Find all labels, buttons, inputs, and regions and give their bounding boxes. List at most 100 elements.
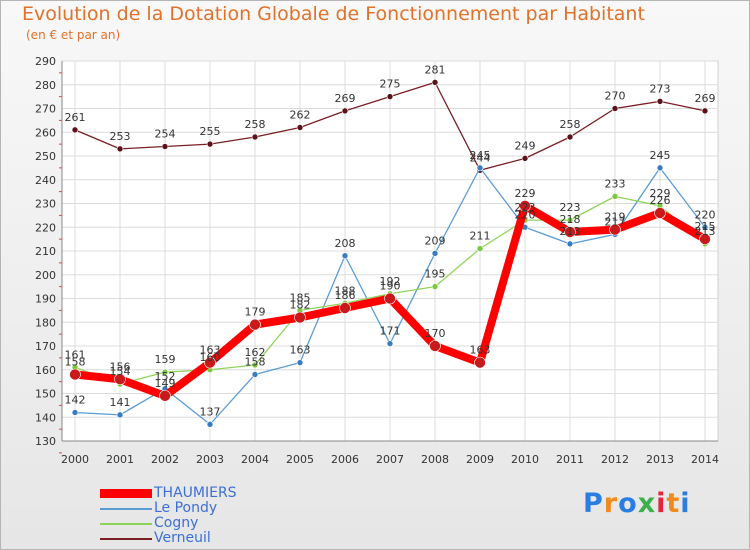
data-label-thaumiers: 190 xyxy=(380,280,401,293)
data-point-thaumiers xyxy=(339,302,351,314)
data-point-verneuil xyxy=(521,155,529,162)
data-label-verneuil: 262 xyxy=(290,109,311,122)
data-point-thaumiers xyxy=(609,223,621,236)
data-label-verneuil: 244 xyxy=(470,151,491,164)
data-point-thaumiers xyxy=(69,368,81,381)
proxiti-logo: Proxiti xyxy=(583,488,691,519)
logo-letter: t xyxy=(666,488,681,519)
axis-layer: 130 140 150 160 170 180 190 200 210 220 230 240 250 2… xyxy=(35,55,719,466)
data-label-verneuil: 258 xyxy=(560,118,581,131)
x-tick-label: 2004 xyxy=(241,453,269,466)
data-label-cogny: 233 xyxy=(605,177,626,190)
data-point-thaumiers xyxy=(699,233,711,245)
x-tick-label: 2000 xyxy=(61,453,89,466)
data-label-cogny: 229 xyxy=(650,187,671,200)
data-label-le-pondy: 245 xyxy=(650,149,671,162)
logo-letter: i xyxy=(656,488,667,519)
data-point-le-pondy xyxy=(566,240,574,248)
y-tick-label: 240 xyxy=(35,174,56,187)
data-point-cogny xyxy=(611,193,619,200)
y-tick-label: 140 xyxy=(35,411,56,424)
logo-letter: P xyxy=(583,488,604,519)
data-label-le-pondy: 142 xyxy=(65,394,86,407)
x-tick-label: 2001 xyxy=(106,453,134,466)
y-tick-label: 190 xyxy=(35,293,56,306)
data-label-le-pondy: 208 xyxy=(335,237,356,250)
x-tick-label: 2008 xyxy=(421,453,449,466)
x-tick-label: 2006 xyxy=(331,453,359,466)
data-label-cogny: 161 xyxy=(65,348,86,361)
data-point-cogny xyxy=(161,368,169,376)
data-label-verneuil: 255 xyxy=(200,125,221,138)
data-point-le-pondy xyxy=(296,359,304,366)
data-point-verneuil xyxy=(611,105,619,112)
logo-letter: x xyxy=(637,488,657,519)
y-tick-label: 250 xyxy=(35,150,56,163)
data-point-verneuil xyxy=(296,124,304,131)
data-label-le-pondy: 213 xyxy=(560,225,581,238)
data-point-verneuil xyxy=(386,93,394,100)
data-label-cogny: 192 xyxy=(380,275,401,288)
data-label-thaumiers: 229 xyxy=(515,187,536,200)
data-point-cogny xyxy=(431,283,439,290)
data-point-cogny xyxy=(251,361,259,369)
x-tick-label: 2011 xyxy=(556,453,584,466)
data-label-le-pondy: 158 xyxy=(245,356,266,369)
logo-letter: r xyxy=(603,488,619,519)
data-label-thaumiers: 218 xyxy=(560,213,581,226)
legend-item-verneuil: Verneuil xyxy=(100,530,300,546)
logo-letter: i xyxy=(680,488,691,519)
legend-swatch-cogny xyxy=(100,523,152,525)
y-tick-label: 290 xyxy=(35,55,56,68)
data-point-le-pondy xyxy=(251,371,259,378)
data-label-cogny: 211 xyxy=(470,230,491,243)
data-label-thaumiers: 163 xyxy=(470,344,491,357)
y-tick-label: 220 xyxy=(35,221,56,234)
data-label-verneuil: 269 xyxy=(335,92,356,105)
series-layer xyxy=(69,79,711,428)
x-tick-label: 2003 xyxy=(196,453,224,466)
data-point-verneuil xyxy=(116,145,124,153)
x-tick-label: 2005 xyxy=(286,453,314,466)
data-label-verneuil: 249 xyxy=(515,139,536,152)
data-point-verneuil xyxy=(431,79,439,86)
data-label-thaumiers: 219 xyxy=(605,211,626,224)
data-point-verneuil xyxy=(656,98,664,105)
data-label-cogny: 160 xyxy=(200,351,221,364)
data-label-le-pondy: 163 xyxy=(290,344,311,357)
data-point-thaumiers xyxy=(564,226,576,238)
chart-title: Evolution de la Dotation Globale de Fonc… xyxy=(22,3,645,25)
data-point-cogny xyxy=(566,216,574,224)
legend-item-le-pondy: Le Pondy xyxy=(100,500,300,516)
data-label-le-pondy: 137 xyxy=(200,405,221,418)
legend-swatch-le-pondy xyxy=(100,508,152,510)
data-label-thaumiers: 179 xyxy=(245,306,266,319)
data-point-le-pondy xyxy=(656,164,664,172)
y-tick-label: 260 xyxy=(35,126,56,139)
x-tick-label: 2009 xyxy=(466,453,494,466)
y-tick-label: 130 xyxy=(35,435,56,448)
data-label-le-pondy: 220 xyxy=(695,208,716,221)
data-point-verneuil xyxy=(71,126,79,134)
data-point-verneuil xyxy=(161,143,169,150)
legend-item-thaumiers: THAUMIERS xyxy=(100,485,300,501)
data-label-le-pondy: 245 xyxy=(470,149,491,162)
data-point-thaumiers xyxy=(159,390,171,402)
data-label-le-pondy: 217 xyxy=(605,215,626,228)
data-point-thaumiers xyxy=(654,207,666,219)
legend-swatch-thaumiers xyxy=(100,489,152,498)
data-point-le-pondy xyxy=(341,252,349,260)
chart-subtitle: (en € et par an) xyxy=(26,28,121,42)
data-label-verneuil: 273 xyxy=(650,82,671,95)
y-tick-label: 210 xyxy=(35,245,56,258)
data-label-verneuil: 261 xyxy=(65,111,86,124)
data-point-cogny xyxy=(476,245,484,252)
x-tick-label: 2007 xyxy=(376,453,404,466)
data-point-thaumiers xyxy=(384,292,396,305)
data-point-verneuil xyxy=(206,140,214,148)
data-point-thaumiers xyxy=(429,340,441,352)
data-point-verneuil xyxy=(251,133,259,141)
data-label-verneuil: 253 xyxy=(110,130,131,143)
y-tick-label: 230 xyxy=(35,198,56,211)
